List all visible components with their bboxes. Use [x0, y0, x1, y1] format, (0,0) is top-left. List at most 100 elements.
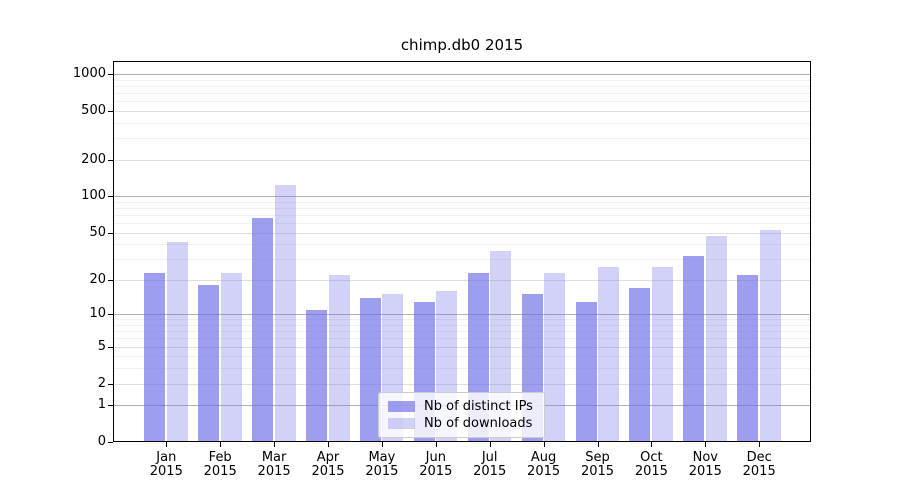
- y-tick-mark: [108, 232, 113, 234]
- x-tick-mark: [489, 442, 491, 447]
- x-tick-mark: [328, 442, 329, 447]
- legend: Nb of distinct IPs Nb of downloads: [378, 392, 545, 438]
- minor-gridline: [113, 208, 811, 209]
- minor-gridline: [113, 138, 811, 140]
- y-tick-mark: [108, 279, 113, 281]
- gridline: [113, 346, 811, 348]
- y-tick-mark: [108, 346, 113, 348]
- x-tick-mark: [166, 442, 168, 447]
- bar-mar-distinct-ips: [252, 218, 274, 442]
- x-tick-mark: [705, 442, 707, 447]
- bar-dec-distinct-ips: [737, 275, 759, 442]
- y-tick-label-10: 10: [89, 306, 106, 322]
- plot-area: [113, 61, 811, 442]
- y-tick-label-1000: 1000: [72, 66, 106, 82]
- x-tick-mark: [543, 442, 545, 447]
- x-tick-mark: [220, 442, 222, 447]
- x-tick-label-may: May 2015: [365, 450, 399, 479]
- minor-gridline: [113, 368, 811, 370]
- x-tick-label-jul: Jul 2015: [473, 450, 507, 479]
- y-tick-label-100: 100: [81, 188, 106, 204]
- legend-item-downloads: Nb of downloads: [388, 415, 536, 432]
- y-tick-mark: [108, 196, 113, 198]
- y-tick-label-200: 200: [81, 151, 106, 167]
- y-tick-label-5: 5: [97, 338, 106, 354]
- minor-gridline: [113, 86, 811, 87]
- minor-gridline: [113, 319, 811, 321]
- bar-apr-distinct-ips: [306, 309, 327, 442]
- x-tick-label-dec: Dec 2015: [742, 450, 776, 479]
- minor-gridline: [113, 122, 811, 124]
- minor-gridline: [113, 325, 811, 326]
- y-tick-label-0: 0: [97, 434, 106, 449]
- x-tick-mark: [274, 442, 276, 447]
- minor-gridline: [113, 338, 811, 340]
- bar-jan-downloads: [166, 241, 188, 442]
- bar-mar-downloads: [274, 184, 296, 442]
- x-tick-label-jun: Jun 2015: [419, 450, 453, 479]
- gridline: [113, 111, 811, 112]
- x-tick-label-oct: Oct 2015: [634, 450, 668, 479]
- x-tick-mark: [597, 442, 599, 447]
- chart-title: chimp.db0 2015: [400, 36, 524, 54]
- bar-oct-downloads: [651, 266, 673, 442]
- bar-may-distinct-ips: [359, 297, 381, 442]
- y-tick-mark: [108, 314, 113, 316]
- x-tick-label-mar: Mar 2015: [257, 450, 291, 479]
- bar-aug-downloads: [544, 272, 566, 442]
- y-tick-label-500: 500: [81, 103, 106, 118]
- legend-item-distinct-ips: Nb of distinct IPs: [388, 398, 536, 415]
- y-tick-label-1: 1: [97, 397, 106, 413]
- x-tick-mark: [651, 442, 653, 447]
- minor-gridline: [113, 259, 811, 261]
- minor-gridline: [113, 223, 811, 225]
- y-tick-mark: [108, 74, 113, 76]
- x-tick-label-aug: Aug 2015: [527, 450, 561, 479]
- legend-swatch-downloads: [388, 418, 415, 429]
- bar-nov-downloads: [705, 235, 727, 442]
- legend-label-distinct-ips: Nb of distinct IPs: [424, 399, 533, 414]
- bar-feb-distinct-ips: [198, 285, 220, 442]
- major-gridline: [113, 74, 811, 76]
- bar-sep-distinct-ips: [575, 301, 597, 442]
- bar-feb-downloads: [220, 272, 242, 442]
- x-tick-label-jan: Jan 2015: [149, 450, 183, 479]
- y-tick-mark: [108, 442, 113, 443]
- x-tick-mark: [435, 442, 437, 447]
- x-tick-label-apr: Apr 2015: [311, 450, 345, 479]
- minor-gridline: [113, 93, 811, 95]
- gridline: [113, 232, 811, 234]
- major-gridline: [113, 314, 811, 316]
- bar-oct-distinct-ips: [629, 288, 651, 442]
- minor-gridline: [113, 331, 811, 333]
- y-tick-mark: [108, 383, 113, 385]
- y-tick-label-50: 50: [89, 224, 106, 240]
- minor-gridline: [113, 201, 811, 203]
- x-tick-label-sep: Sep 2015: [580, 450, 615, 479]
- y-tick-mark: [108, 111, 113, 112]
- gridline: [113, 279, 811, 281]
- bar-apr-downloads: [328, 275, 350, 442]
- bar-sep-downloads: [598, 266, 619, 442]
- y-tick-mark: [108, 159, 113, 161]
- major-gridline: [113, 196, 811, 198]
- bar-nov-distinct-ips: [683, 255, 705, 442]
- gridline: [113, 383, 811, 385]
- minor-gridline: [113, 244, 811, 246]
- minor-gridline: [113, 101, 811, 103]
- x-tick-label-feb: Feb 2015: [203, 450, 237, 479]
- legend-swatch-distinct-ips: [388, 401, 415, 412]
- y-tick-mark: [108, 405, 113, 407]
- x-tick-mark: [381, 442, 383, 447]
- legend-label-downloads: Nb of downloads: [424, 416, 533, 431]
- minor-gridline: [113, 356, 811, 358]
- x-tick-label-nov: Nov 2015: [688, 450, 722, 479]
- gridline: [113, 159, 811, 161]
- y-tick-label-20: 20: [89, 271, 106, 287]
- minor-gridline: [113, 215, 811, 216]
- minor-gridline: [113, 79, 811, 81]
- bar-jan-distinct-ips: [144, 272, 166, 442]
- y-tick-label-2: 2: [97, 375, 106, 391]
- x-tick-mark: [759, 442, 761, 447]
